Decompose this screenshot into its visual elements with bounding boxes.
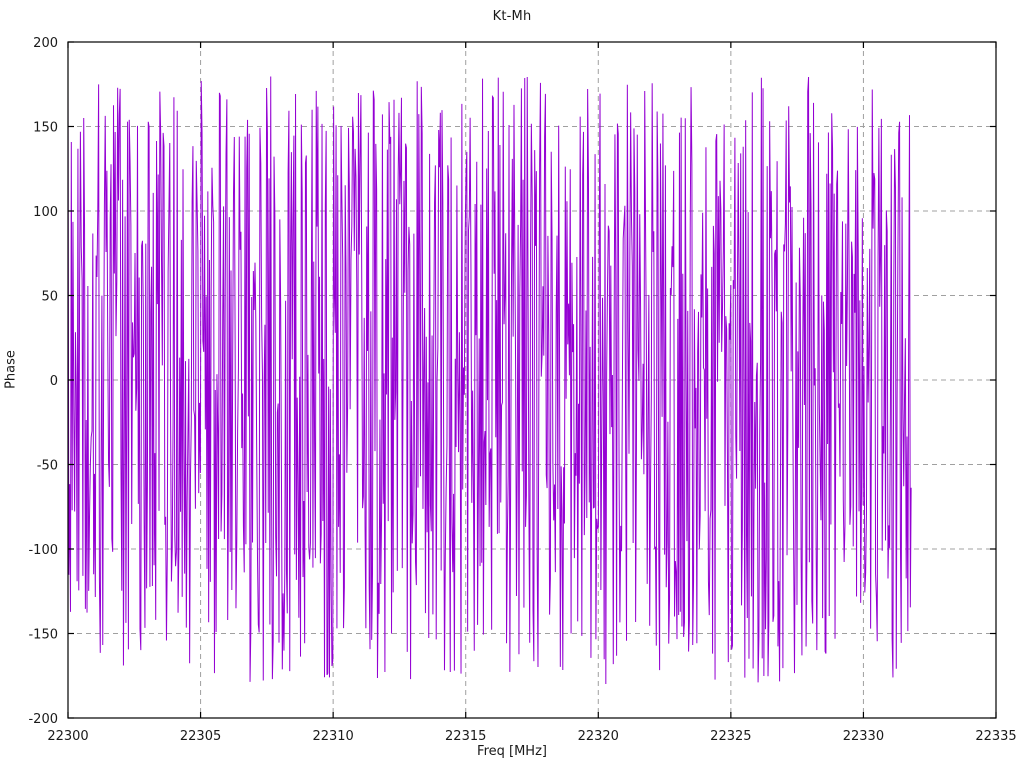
y-tick-label: -150: [28, 628, 58, 643]
x-tick-label: 22330: [843, 729, 884, 744]
x-tick-label: 22325: [710, 729, 751, 744]
x-axis-label: Freq [MHz]: [477, 744, 547, 759]
y-axis-label: Phase: [3, 350, 19, 389]
y-tick-label: 200: [33, 36, 58, 51]
x-tick-label: 22300: [47, 729, 88, 744]
data-series-line: [67, 76, 912, 684]
x-tick-label: 22305: [180, 729, 221, 744]
y-tick-label: 100: [33, 205, 58, 220]
axis-ticks: [67, 41, 997, 719]
x-tick-label: 22335: [975, 729, 1016, 744]
y-tick-label: 50: [41, 290, 58, 305]
y-tick-label: -100: [28, 543, 58, 558]
chart-title: Kt-Mh: [492, 9, 532, 24]
x-tick-label: 22315: [445, 729, 486, 744]
y-tick-label: -50: [37, 459, 58, 474]
y-tick-label: 0: [50, 374, 58, 389]
axis-tick-labels: -200 -150 -100 -50 0 50 100 150 200 22300 22305 223…: [28, 36, 1016, 744]
x-tick-label: 22320: [578, 729, 619, 744]
y-tick-label: -200: [28, 712, 58, 727]
y-tick-label: 150: [33, 121, 58, 136]
x-tick-label: 22310: [312, 729, 353, 744]
